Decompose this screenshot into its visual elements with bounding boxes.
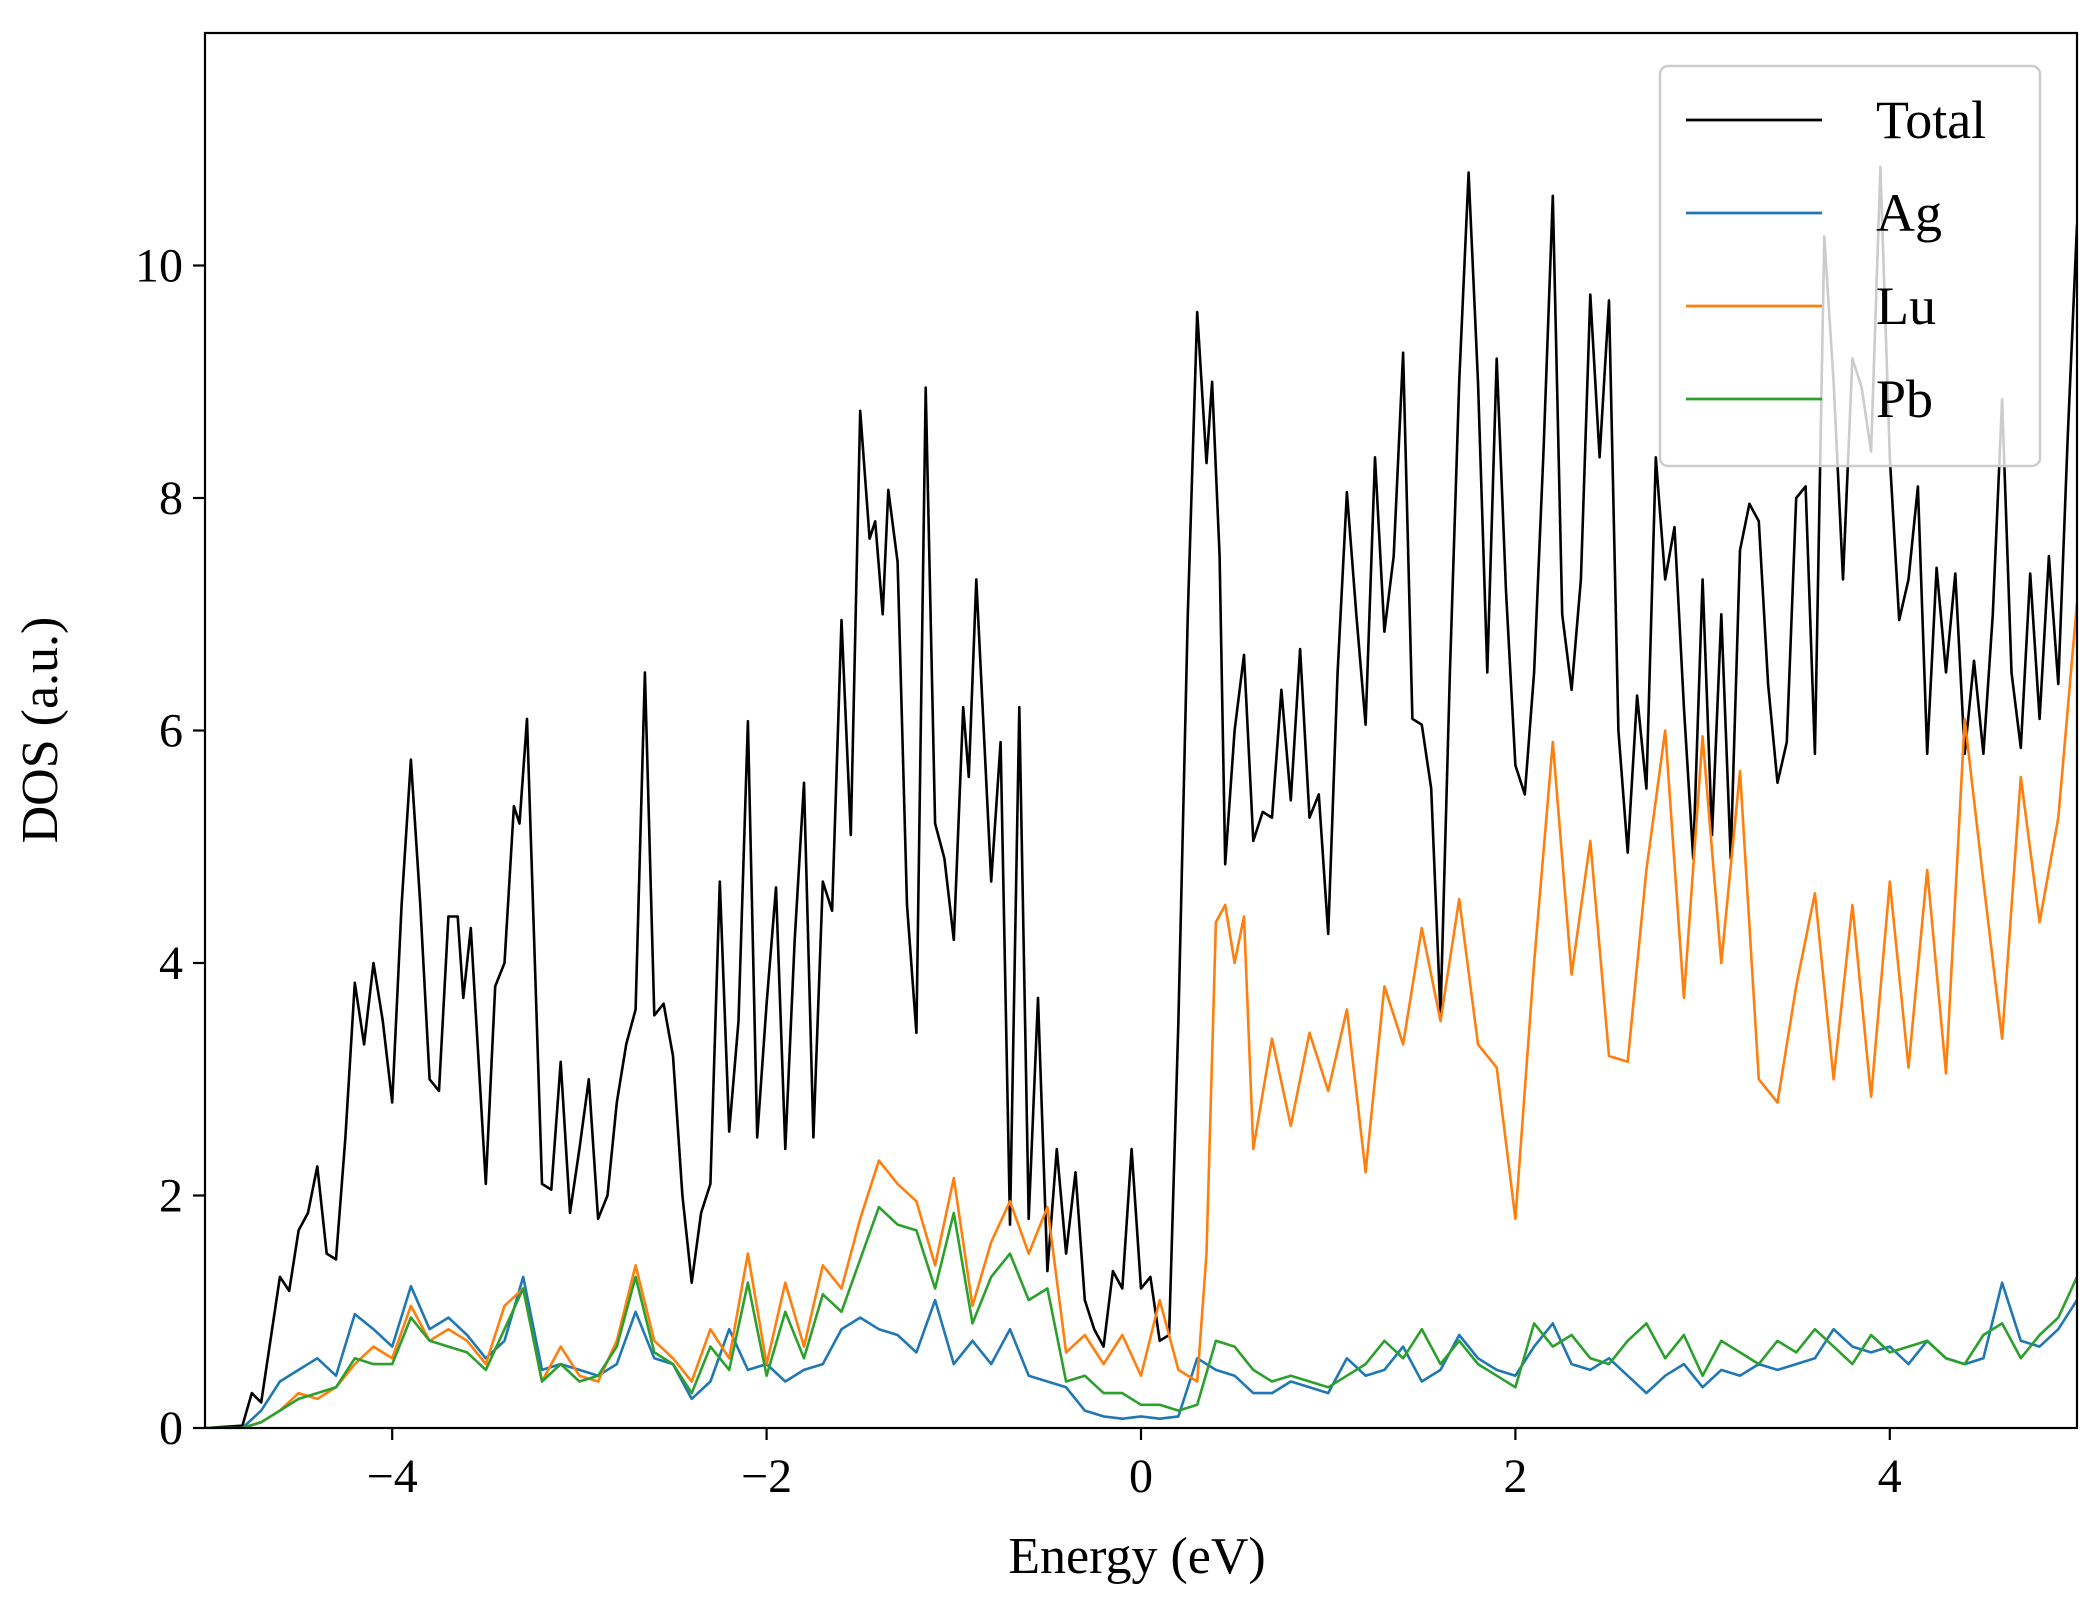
series-line-ag <box>205 1275 2077 1428</box>
series-line-lu <box>205 602 2077 1428</box>
y-axis-label: DOS (a.u.) <box>12 617 69 844</box>
x-tick-label: −4 <box>367 1450 418 1503</box>
y-tick-label: 10 <box>135 240 183 293</box>
series-layer <box>205 165 2077 1428</box>
y-tick-label: 6 <box>159 705 183 758</box>
x-tick-label: 0 <box>1129 1450 1153 1503</box>
y-tick-label: 2 <box>159 1170 183 1223</box>
legend-label-pb: Pb <box>1876 369 1933 429</box>
x-tick-label: 2 <box>1503 1450 1527 1503</box>
axes-layer: −4 −2 0 2 4 0 2 4 6 8 10 <box>135 31 2079 1503</box>
legend-label-ag: Ag <box>1876 183 1942 243</box>
y-tick-label: 8 <box>159 472 183 525</box>
x-axis-label: Energy (eV) <box>1008 1528 1266 1585</box>
legend-label-total: Total <box>1876 90 1986 150</box>
legend-box <box>1658 64 2042 468</box>
y-tick-label: 4 <box>159 937 183 990</box>
legend-label-lu: Lu <box>1876 276 1936 336</box>
series-line-total <box>205 165 2077 1428</box>
legend: Total Ag Lu Pb <box>1658 64 2042 468</box>
y-tick-label: 0 <box>159 1402 183 1455</box>
series-line-pb <box>205 1205 2077 1428</box>
x-tick-label: −2 <box>741 1450 792 1503</box>
x-tick-label: 4 <box>1878 1450 1902 1503</box>
